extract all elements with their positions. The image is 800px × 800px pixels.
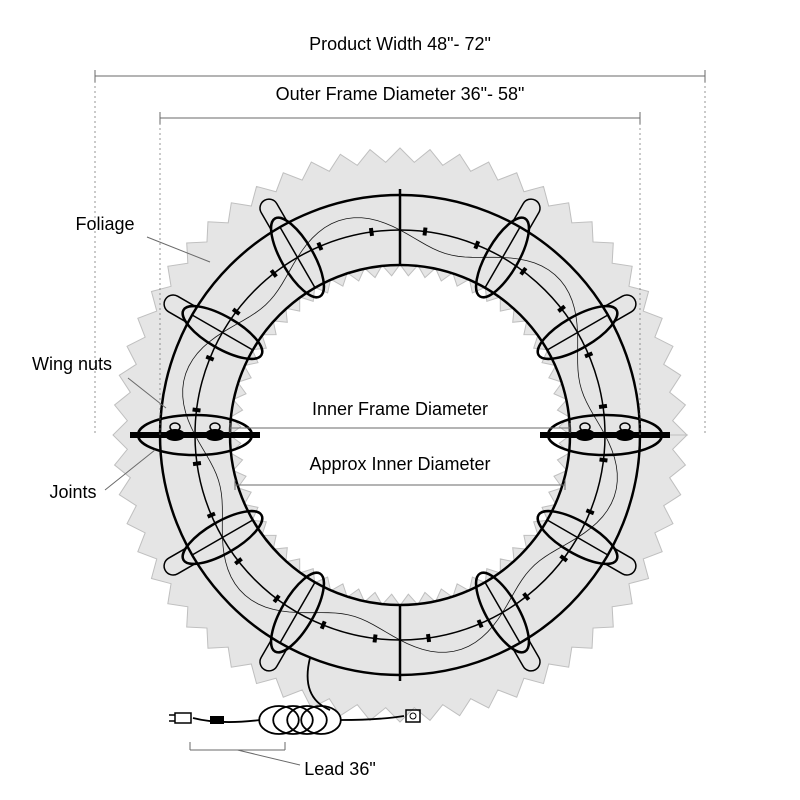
- label-joints: Joints: [49, 482, 96, 502]
- label-wing-nuts: Wing nuts: [32, 354, 112, 374]
- label-foliage: Foliage: [75, 214, 134, 234]
- label-inner-frame-diameter: Inner Frame Diameter: [312, 399, 488, 419]
- label-lead: Lead 36": [304, 759, 375, 779]
- label-approx-inner: Approx Inner Diameter: [309, 454, 490, 474]
- wreath-diagram: Product Width 48"- 72" Outer Frame Diamet…: [0, 0, 800, 800]
- label-product-width: Product Width 48"- 72": [309, 34, 491, 54]
- label-outer-frame-diameter: Outer Frame Diameter 36"- 58": [276, 84, 525, 104]
